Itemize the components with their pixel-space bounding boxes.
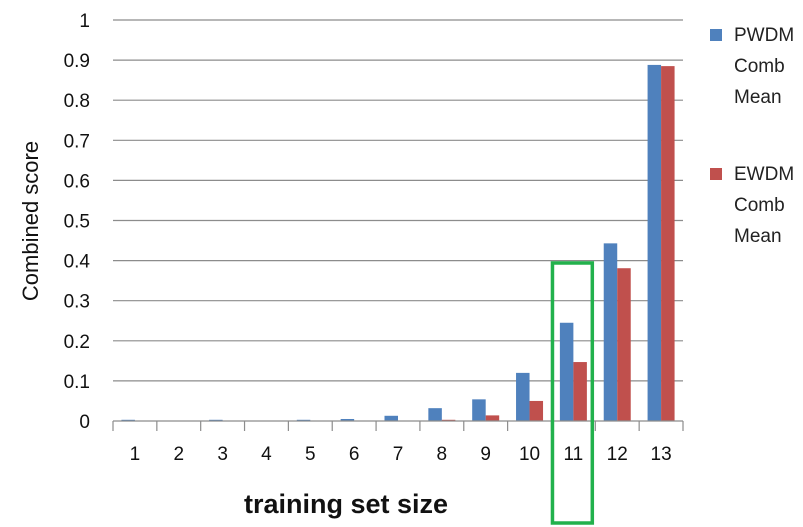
y-tick-label: 0 [79,412,90,433]
x-tick-label: 11 [564,444,584,465]
bar-ewdm-10 [529,400,544,421]
y-tick-label: 0.9 [64,51,90,72]
bar-pwdm-12 [603,243,618,421]
y-tick-label: 0.6 [64,171,90,192]
bar-pwdm-6 [340,418,355,421]
legend-swatch-pwdm [710,29,722,41]
bar-pwdm-11 [559,322,574,421]
x-tick-label: 1 [130,444,141,465]
legend-swatch-ewdm [710,168,722,180]
bars [121,64,675,422]
legend-label-pwdm: PWDM Comb Mean [734,25,795,108]
y-axis-label: Combined score [18,141,43,301]
bar-ewdm-12 [617,268,631,421]
x-tick-label: 2 [173,444,184,465]
y-tick-label: 1 [79,11,90,32]
x-tick-label: 9 [480,444,491,465]
y-tick-label: 0.7 [64,131,90,152]
bar-ewdm-13 [661,66,675,422]
x-axis-ticks: 1 2 3 4 5 6 7 8 9 10 11 12 13 [112,421,684,465]
y-axis-ticks: 0 0.1 0.2 0.3 0.4 0.5 0.6 0.7 0.8 0.9 1 [64,11,91,433]
legend-label-ewdm: EWDM Comb Mean [734,164,795,247]
x-tick-label: 6 [349,444,360,465]
bar-pwdm-9 [472,399,486,421]
y-tick-label: 0.1 [64,372,90,393]
x-tick-label: 4 [261,444,272,465]
x-tick-label: 5 [305,444,316,465]
bar-pwdm-13 [647,64,662,422]
x-tick-label: 3 [217,444,228,465]
gridlines [113,19,683,382]
bar-ewdm-11 [573,362,587,421]
x-tick-label: 7 [393,444,404,465]
y-tick-label: 0.4 [64,252,91,273]
bar-pwdm-10 [516,372,530,421]
y-tick-label: 0.5 [64,212,90,233]
y-tick-label: 0.3 [64,292,90,313]
y-tick-label: 0.8 [64,91,90,112]
x-tick-label: 12 [607,444,628,465]
bar-pwdm-7 [384,415,398,421]
bar-ewdm-9 [485,415,500,421]
x-tick-label: 13 [651,444,672,465]
highlight-box [550,261,595,525]
y-tick-label: 0.2 [64,332,90,353]
bar-pwdm-8 [428,408,442,421]
x-axis-label: training set size [244,489,448,519]
x-tick-label: 8 [437,444,448,465]
x-tick-label: 10 [519,444,540,465]
